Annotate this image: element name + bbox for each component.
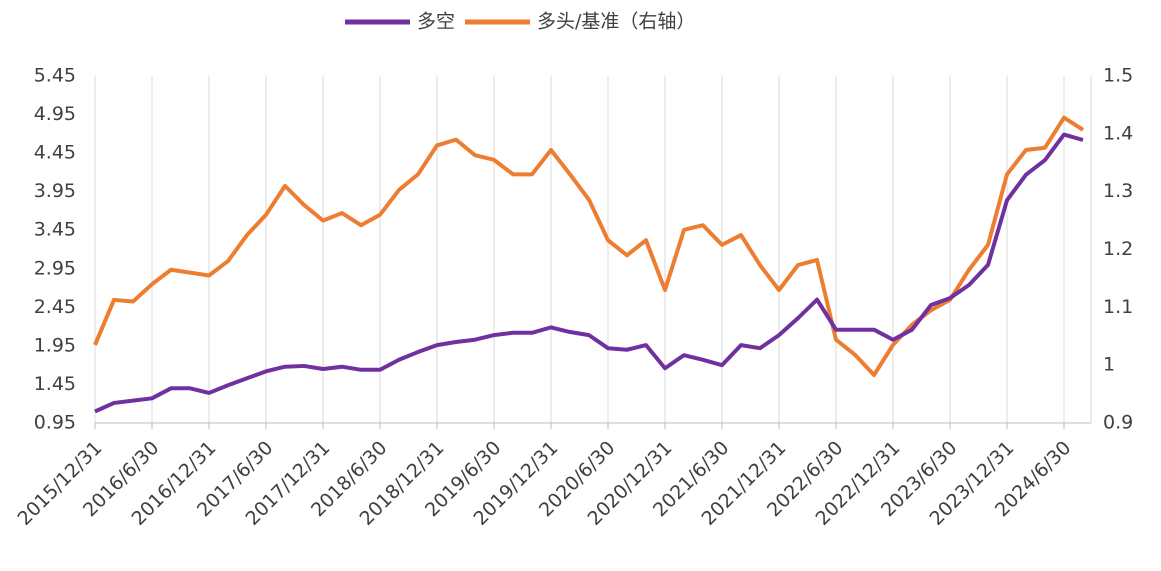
y2-tick-label: 1: [1103, 354, 1115, 376]
y2-tick-label: 1.2: [1103, 238, 1133, 260]
y-tick-label: 5.45: [34, 65, 76, 87]
y-tick-label: 1.45: [34, 373, 76, 395]
y-tick-label: 2.45: [34, 296, 76, 318]
y2-tick-label: 1.1: [1103, 296, 1133, 318]
y-tick-label: 1.95: [34, 334, 76, 356]
legend-label: 多头/基准（右轴）: [537, 11, 695, 33]
y-tick-label: 2.95: [34, 257, 76, 279]
y2-tick-label: 1.4: [1103, 122, 1133, 144]
legend-label: 多空: [417, 11, 455, 33]
series-line: [94, 132, 1084, 414]
y2-tick-label: 1.3: [1103, 180, 1133, 202]
y-tick-label: 3.45: [34, 219, 76, 241]
y-tick-label: 4.45: [34, 142, 76, 164]
y2-tick-label: 1.5: [1103, 65, 1133, 87]
y-tick-label: 4.95: [34, 103, 76, 125]
y2-tick-label: 0.9: [1103, 412, 1133, 434]
y-tick-label: 0.95: [34, 412, 76, 434]
y-tick-label: 3.95: [34, 180, 76, 202]
